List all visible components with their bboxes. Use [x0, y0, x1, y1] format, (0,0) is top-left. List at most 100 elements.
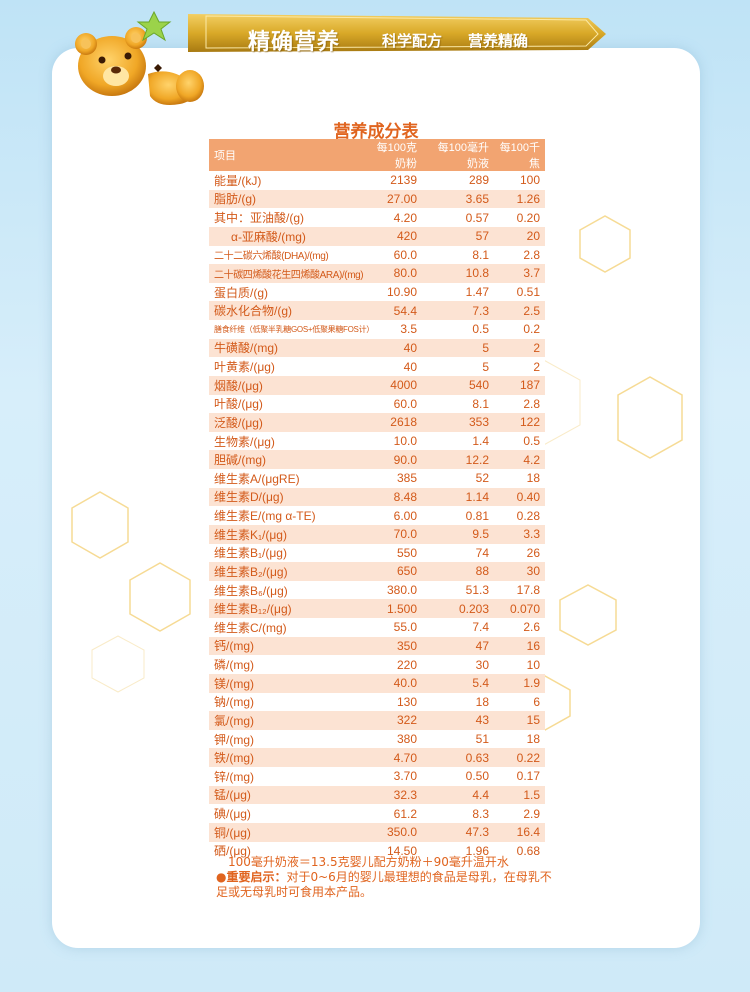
value-per-100ml-cell: 0.81 [422, 506, 494, 525]
value-per-100ml-cell: 0.57 [422, 208, 494, 227]
value-per-100ml-cell: 7.3 [422, 301, 494, 320]
value-per-100ml-cell: 47.3 [422, 822, 494, 842]
value-per-100kj-cell: 0.20 [494, 208, 545, 227]
nutrient-name-cell: 牛磺酸/(mg) [209, 338, 369, 358]
value-per-100ml-cell: 1.4 [422, 431, 494, 451]
nutrient-name-cell: 叶黄素/(μg) [209, 357, 369, 376]
notice-label: ●重要启示： [216, 870, 287, 884]
table-row: 维生素B₁/(μg) 550 74 26 [209, 543, 545, 563]
nutrient-name-cell: 硒/(μg) [209, 841, 369, 861]
notice: ●重要启示：对于0~6月的婴儿最理想的食品是母乳，在母乳不足或无母乳时可食用本产… [216, 870, 556, 900]
nutrient-name-cell: 维生素A/(μgRE) [209, 469, 369, 488]
table-row: 脂肪/(g) 27.00 3.65 1.26 [209, 189, 545, 209]
nutrient-name-cell: 钠/(mg) [209, 692, 369, 712]
value-per-100kj-cell: 1.9 [494, 673, 545, 693]
table-row: 维生素B₂/(μg) 650 88 30 [209, 562, 545, 581]
value-per-100kj-cell: 0.2 [494, 320, 545, 339]
nutrient-name-cell: 磷/(mg) [209, 655, 369, 674]
value-per-100g-cell: 550 [369, 543, 422, 563]
value-per-100kj-cell: 2 [494, 357, 545, 376]
value-per-100g-cell: 54.4 [369, 301, 422, 320]
nutrient-name-cell: 生物素/(μg) [209, 431, 369, 451]
value-per-100kj-cell: 6 [494, 692, 545, 712]
value-per-100g-cell: 70.0 [369, 524, 422, 544]
value-per-100ml-cell: 353 [422, 413, 494, 432]
nutrient-name-cell: 铜/(μg) [209, 822, 369, 842]
value-per-100g-cell: 130 [369, 692, 422, 712]
table-row: 能量/(kJ) 2139 289 100 [209, 171, 545, 190]
nutrient-name-cell: 泛酸/(μg) [209, 413, 369, 432]
table-row: 铁/(mg) 4.70 0.63 0.22 [209, 748, 545, 767]
value-per-100g-cell: 2139 [369, 171, 422, 190]
header-item: 项目 [209, 139, 369, 171]
banner-title: 精确营养 [248, 30, 341, 55]
value-per-100ml-cell: 0.63 [422, 748, 494, 767]
value-per-100g-cell: 8.48 [369, 487, 422, 507]
value-per-100kj-cell: 0.22 [494, 748, 545, 767]
table-row: 维生素C/(mg) 55.0 7.4 2.6 [209, 618, 545, 637]
table-row: 牛磺酸/(mg) 40 5 2 [209, 338, 545, 358]
value-per-100ml-cell: 10.8 [422, 264, 494, 283]
table-row: 烟酸/(μg) 4000 540 187 [209, 375, 545, 395]
value-per-100ml-cell: 30 [422, 655, 494, 674]
value-per-100ml-cell: 3.65 [422, 189, 494, 209]
value-per-100kj-cell: 0.51 [494, 282, 545, 302]
nutrient-name-cell: 锌/(mg) [209, 767, 369, 786]
table-row: 碘/(μg) 61.2 8.3 2.9 [209, 804, 545, 823]
value-per-100ml-cell: 5 [422, 357, 494, 376]
table-row: 维生素D/(μg) 8.48 1.14 0.40 [209, 487, 545, 507]
value-per-100kj-cell: 15 [494, 711, 545, 730]
header-per-100kj: 每100千焦 [494, 139, 545, 171]
value-per-100ml-cell: 51.3 [422, 580, 494, 600]
nutrient-name-cell: 锰/(μg) [209, 785, 369, 805]
value-per-100g-cell: 80.0 [369, 264, 422, 283]
table-row: 叶酸/(μg) 60.0 8.1 2.8 [209, 394, 545, 414]
header-per-100g: 每100克奶粉 [369, 139, 422, 171]
value-per-100ml-cell: 8.3 [422, 804, 494, 823]
value-per-100ml-cell: 0.50 [422, 767, 494, 786]
table-row: 钙/(mg) 350 47 16 [209, 636, 545, 656]
value-per-100g-cell: 350 [369, 636, 422, 656]
value-per-100kj-cell: 2.5 [494, 301, 545, 320]
value-per-100kj-cell: 2.8 [494, 245, 545, 265]
table-row: 磷/(mg) 220 30 10 [209, 655, 545, 674]
value-per-100ml-cell: 8.1 [422, 394, 494, 414]
value-per-100ml-cell: 51 [422, 729, 494, 749]
value-per-100g-cell: 40 [369, 338, 422, 358]
table-row: 膳食纤维（低聚半乳糖GOS+低聚果糖FOS计）/(g) 3.5 0.5 0.2 [209, 320, 545, 339]
nutrient-name-cell: 烟酸/(μg) [209, 375, 369, 395]
value-per-100g-cell: 3.70 [369, 767, 422, 786]
value-per-100g-cell: 650 [369, 562, 422, 581]
nutrient-name-cell: 维生素B₆/(μg) [209, 580, 369, 600]
value-per-100ml-cell: 52 [422, 469, 494, 488]
table-row: α-亚麻酸/(mg) 420 57 20 [209, 226, 545, 246]
table-row: 蛋白质/(g) 10.90 1.47 0.51 [209, 282, 545, 302]
table-row: 钾/(mg) 380 51 18 [209, 729, 545, 749]
value-per-100ml-cell: 88 [422, 562, 494, 581]
value-per-100kj-cell: 20 [494, 226, 545, 246]
value-per-100ml-cell: 8.1 [422, 245, 494, 265]
value-per-100ml-cell: 289 [422, 171, 494, 190]
value-per-100g-cell: 220 [369, 655, 422, 674]
value-per-100g-cell: 14.50 [369, 841, 422, 861]
nutrient-name-cell: 维生素E/(mg α-TE) [209, 506, 369, 525]
table-row: 锌/(mg) 3.70 0.50 0.17 [209, 767, 545, 786]
nutrient-name-cell: 维生素B₁/(μg) [209, 543, 369, 563]
value-per-100kj-cell: 2 [494, 338, 545, 358]
table-row: 铜/(μg) 350.0 47.3 16.4 [209, 822, 545, 842]
value-per-100ml-cell: 7.4 [422, 618, 494, 637]
value-per-100g-cell: 55.0 [369, 618, 422, 637]
table-row: 胆碱/(mg) 90.0 12.2 4.2 [209, 450, 545, 469]
value-per-100g-cell: 4000 [369, 375, 422, 395]
value-per-100kj-cell: 2.8 [494, 394, 545, 414]
table-row: 镁/(mg) 40.0 5.4 1.9 [209, 673, 545, 693]
nutrient-name-cell: 钾/(mg) [209, 729, 369, 749]
nutrient-name-cell: 维生素D/(μg) [209, 487, 369, 507]
value-per-100ml-cell: 74 [422, 543, 494, 563]
value-per-100g-cell: 380.0 [369, 580, 422, 600]
table-row: 维生素E/(mg α-TE) 6.00 0.81 0.28 [209, 506, 545, 525]
nutrient-name-cell: 二十碳四烯酸花生四烯酸ARA)/(mg) [209, 264, 369, 283]
nutrient-name-cell: 胆碱/(mg) [209, 450, 369, 469]
value-per-100kj-cell: 1.5 [494, 785, 545, 805]
table-header-row: 项目 每100克奶粉 每100毫升奶液 每100千焦 [209, 139, 545, 171]
